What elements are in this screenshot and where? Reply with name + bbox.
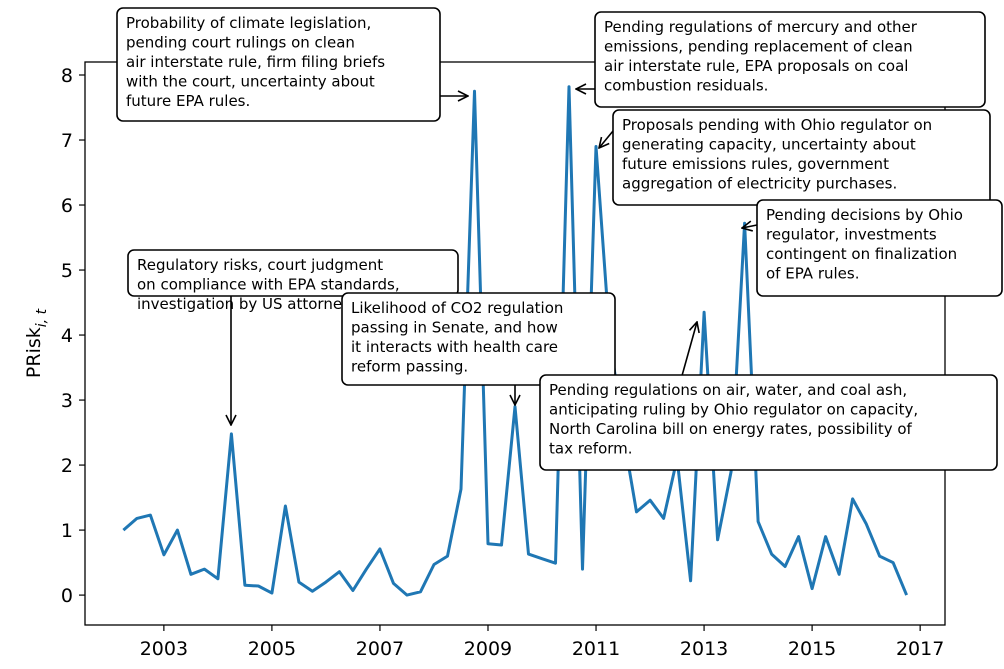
annotation-arrow xyxy=(742,225,758,228)
annotation-text: of EPA rules. xyxy=(766,265,859,283)
annotation-text: future emissions rules, government xyxy=(622,155,889,173)
y-axis-label-sub: i, t xyxy=(34,308,50,327)
annotation-box xyxy=(341,292,616,386)
annotation-text: with the court, uncertainty about xyxy=(126,73,375,91)
y-axis-label: PRiski, t xyxy=(23,308,50,378)
y-tick-label: 2 xyxy=(61,455,73,477)
annotation-text: anticipating ruling by Ohio regulator on… xyxy=(549,401,918,419)
x-tick-label: 2017 xyxy=(896,638,944,660)
annotation-text: emissions, pending replacement of clean xyxy=(604,38,913,56)
y-tick-label: 8 xyxy=(61,65,73,87)
annotation-text: regulator, investments xyxy=(766,226,937,244)
annotation-text: passing in Senate, and how xyxy=(351,319,558,337)
y-axis-label-main: PRisk xyxy=(23,327,45,378)
annotation-text: generating capacity, uncertainty about xyxy=(622,136,916,154)
x-tick-label: 2003 xyxy=(140,638,188,660)
annotation-text: future EPA rules. xyxy=(126,92,250,110)
annotation-text: tax reform. xyxy=(549,440,633,458)
annotation-text: investigation by US attorney. xyxy=(137,295,354,313)
series-line xyxy=(122,85,908,597)
annotation-text: pending court rulings on clean xyxy=(126,34,355,52)
annotation-box xyxy=(127,249,459,297)
x-tick-label: 2011 xyxy=(572,638,620,660)
x-tick-label: 2013 xyxy=(680,638,728,660)
annotation-arrow xyxy=(599,130,614,148)
annotation-box xyxy=(539,374,998,471)
annotation-text: Pending regulations on air, water, and c… xyxy=(549,381,907,399)
annotation-text: Pending decisions by Ohio xyxy=(766,206,963,224)
x-tick-label: 2009 xyxy=(464,638,512,660)
annotation-text: Pending regulations of mercury and other xyxy=(604,18,918,36)
annotation-text: Likelihood of CO2 regulation xyxy=(351,299,563,317)
y-tick-label: 7 xyxy=(61,130,73,152)
annotation-text: on compliance with EPA standards, xyxy=(137,276,400,294)
x-tick-label: 2007 xyxy=(356,638,404,660)
annotation-text: it interacts with health care xyxy=(351,338,558,356)
annotation-text: contingent on finalization xyxy=(766,245,957,263)
annotation-text: North Carolina bill on energy rates, pos… xyxy=(549,420,913,438)
annotation-box xyxy=(594,11,986,108)
y-tick-label: 4 xyxy=(61,325,73,347)
x-tick-label: 2005 xyxy=(248,638,296,660)
annotation-text: air interstate rule, firm filing briefs xyxy=(126,53,385,71)
y-tick-label: 0 xyxy=(61,585,73,607)
annotation-text: aggregation of electricity purchases. xyxy=(622,175,897,193)
annotation-box xyxy=(116,7,441,122)
y-tick-label: 1 xyxy=(61,520,73,542)
annotation-text: combustion residuals. xyxy=(604,77,768,95)
x-tick-label: 2015 xyxy=(788,638,836,660)
annotation-box xyxy=(756,199,1003,297)
annotation-text: reform passing. xyxy=(351,358,468,376)
annotation-text: air interstate rule, EPA proposals on co… xyxy=(604,57,908,75)
y-tick-label: 6 xyxy=(61,195,73,217)
y-tick-label: 3 xyxy=(61,390,73,412)
annotation-text: Regulatory risks, court judgment xyxy=(137,256,383,274)
annotation-text: Probability of climate legislation, xyxy=(126,14,371,32)
plot-frame xyxy=(84,61,946,626)
annotation-text: Proposals pending with Ohio regulator on xyxy=(622,116,932,134)
y-tick-label: 5 xyxy=(61,260,73,282)
